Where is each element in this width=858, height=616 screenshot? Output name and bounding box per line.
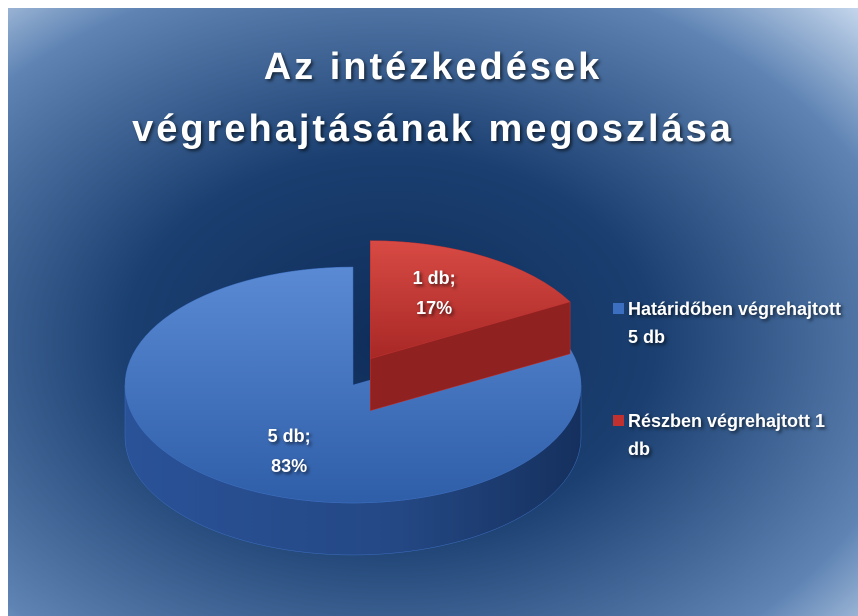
pie-slice [124, 266, 582, 556]
legend-swatch [613, 415, 624, 426]
chart-title: Az intézkedések végrehajtásának megoszlá… [132, 46, 734, 150]
legend-label: Részben végrehajtott 1 db [628, 411, 826, 459]
legend-swatch [613, 303, 624, 314]
chart-area: Az intézkedések végrehajtásának megoszlá… [8, 8, 858, 616]
chart [124, 240, 582, 556]
slice-face [370, 240, 571, 359]
legend-label: Határidőben végrehajtott 5 db [628, 299, 842, 347]
slice-face [124, 266, 582, 504]
legend-item: Részben végrehajtott 1 db [613, 407, 843, 463]
data-label: 5 db; 83% [267, 426, 311, 477]
legend-item: Határidőben végrehajtott 5 db [613, 295, 843, 351]
pie-slice [370, 240, 571, 411]
data-label: 1 db; 17% [412, 267, 456, 318]
